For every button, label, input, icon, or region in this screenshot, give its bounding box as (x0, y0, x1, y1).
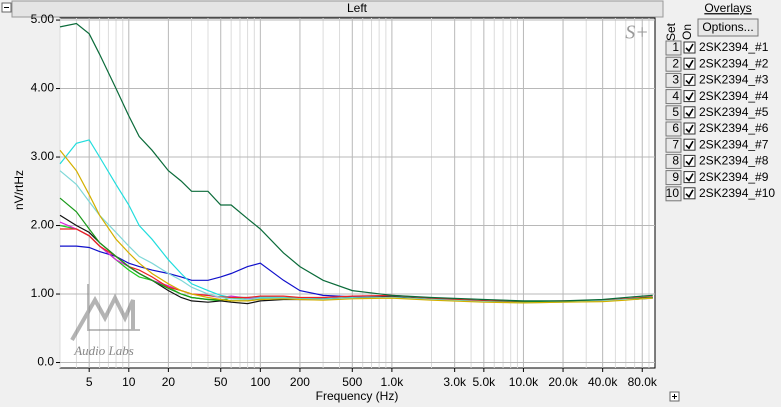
check-mark (685, 43, 694, 53)
x-axis-label: Frequency (Hz) (316, 389, 399, 403)
x-tick-label: 10 (122, 375, 136, 389)
set-number-box (665, 89, 682, 105)
set-number: 6 (672, 121, 679, 135)
check-mark (685, 157, 694, 166)
set-number-box (665, 170, 682, 186)
legend-label: 2SK2394_#3 (699, 73, 769, 87)
set-number-box (665, 40, 682, 56)
y-tick-label: 5.00 (31, 12, 55, 26)
legend-label: 2SK2394_#7 (699, 137, 769, 151)
set-number: 8 (672, 154, 679, 168)
check-mark (685, 92, 694, 101)
y-tick-label: 2.00 (31, 218, 55, 232)
set-number-box (665, 153, 682, 169)
x-tick-label: 200 (290, 375, 310, 389)
legend-label: 2SK2394_#5 (699, 105, 769, 119)
x-tick-label: 100 (250, 375, 270, 389)
legend-label: 2SK2394_#4 (699, 89, 769, 103)
set-number: 3 (672, 73, 679, 87)
overlay-checkbox[interactable] (683, 90, 696, 103)
y-axis-label: nV/rtHz (12, 170, 26, 210)
check-mark (685, 173, 694, 182)
x-tick-label: 1.0k (381, 375, 405, 389)
set-number: 10 (666, 186, 680, 200)
legend-label: 2SK2394_#1 (699, 40, 769, 54)
set-number: 9 (672, 170, 679, 184)
x-tick-label: 5.0k (473, 375, 497, 389)
x-tick-label: 40.0k (588, 375, 618, 389)
plot-area (59, 17, 656, 369)
set-number: 7 (672, 137, 679, 151)
check-mark (685, 124, 694, 134)
x-tick-label: 500 (342, 375, 362, 389)
grid (56, 18, 655, 372)
set-number: 1 (672, 40, 679, 54)
set-number-box (665, 105, 682, 121)
legend-label: 2SK2394_#6 (699, 121, 769, 135)
overlay-checkbox[interactable] (683, 41, 696, 54)
x-tick-label: 3.0k (443, 375, 467, 389)
overlay-checkbox[interactable] (683, 187, 696, 200)
overlay-checkbox[interactable] (683, 57, 696, 70)
x-tick-label: 80.0k (628, 375, 658, 389)
check-mark (685, 189, 694, 199)
set-header: Set (664, 22, 678, 41)
set-number: 5 (672, 105, 679, 119)
set-number-box (665, 72, 682, 88)
overlay-checkbox[interactable] (683, 171, 696, 184)
set-number-box (665, 56, 682, 72)
overlay-checkbox[interactable] (683, 106, 696, 119)
y-tick-label: 0.0 (37, 355, 54, 369)
set-number-box (665, 137, 682, 153)
series-line (59, 22, 653, 302)
check-mark (685, 108, 694, 118)
overlay-checkbox[interactable] (683, 154, 696, 167)
overlay-checkbox[interactable] (683, 138, 696, 151)
legend-label: 2SK2394_#9 (699, 170, 769, 184)
x-tick-label: 20 (162, 375, 176, 389)
watermark: Audio Labs (73, 343, 134, 358)
overlay-checkbox[interactable] (683, 122, 696, 135)
set-number-box (665, 186, 682, 202)
x-tick-label: 20.0k (548, 375, 578, 389)
watermark-logo (70, 284, 140, 341)
y-tick-label: 3.00 (31, 149, 55, 163)
y-tick-label: 1.00 (31, 286, 55, 300)
expand-icon (672, 394, 677, 399)
x-tick-label: 5 (86, 375, 93, 389)
overlays-title: Overlays (704, 1, 751, 15)
options-button[interactable] (697, 18, 759, 37)
set-number: 2 (672, 56, 679, 70)
set-number-box (665, 121, 682, 137)
on-header: On (680, 24, 694, 40)
legend: 1 2SK2394_#1 2 2SK2394_#2 3 2SK2394_#3 4 2SK239… (665, 40, 775, 202)
check-mark (685, 140, 694, 150)
legend-label: 2SK2394_#2 (699, 56, 769, 70)
legend-label: 2SK2394_#10 (699, 186, 775, 200)
legend-label: 2SK2394_#8 (699, 154, 769, 168)
y-tick-label: 4.00 (31, 81, 55, 95)
check-mark (685, 59, 694, 69)
x-tick-label: 50 (214, 375, 228, 389)
logo: S+ (625, 22, 649, 44)
x-tick-label: 10.0k (509, 375, 539, 389)
series-lines (59, 22, 653, 305)
check-mark (685, 76, 694, 85)
chart-title: Left (347, 1, 368, 15)
title-bar (11, 0, 664, 18)
overlay-checkbox[interactable] (683, 73, 696, 86)
set-number: 4 (672, 89, 679, 103)
series-line (59, 149, 653, 304)
options-button-label: Options... (702, 20, 753, 34)
